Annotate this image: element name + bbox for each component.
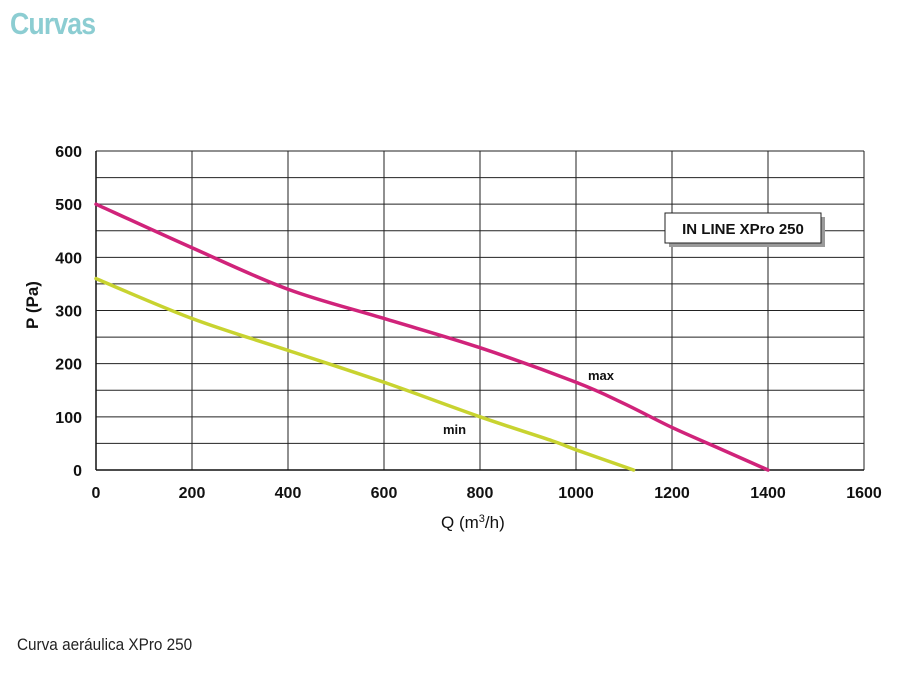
x-tick-label: 200	[179, 485, 206, 502]
y-tick-label: 500	[55, 197, 82, 214]
chart-grid	[95, 150, 865, 471]
series-label-min: min	[443, 422, 466, 437]
legend-box: IN LINE XPro 250	[664, 212, 825, 247]
series-line-min	[94, 276, 636, 472]
y-tick-label: 200	[55, 357, 82, 374]
x-axis-label-end: /h)	[485, 513, 505, 532]
figure-caption: Curva aeráulica XPro 250	[17, 635, 193, 654]
page-title: Curvas	[10, 6, 96, 41]
x-axis-label: Q (m3/h)	[441, 513, 505, 532]
x-axis-label-main: Q (m	[441, 513, 479, 532]
x-tick-label: 600	[371, 485, 398, 502]
x-axis-label-sup: 3	[479, 513, 485, 525]
y-tick-label: 300	[55, 304, 82, 321]
x-tick-label: 1600	[846, 485, 882, 502]
x-tick-label: 1200	[654, 485, 690, 502]
series-line-max	[94, 202, 770, 472]
legend-box-label: IN LINE XPro 250	[682, 221, 804, 238]
x-tick-label: 0	[92, 485, 101, 502]
y-axis-label: P (Pa)	[23, 281, 42, 329]
x-tick-label: 1400	[750, 485, 786, 502]
series-label-max: max	[588, 368, 615, 383]
chart-ticks: 0 200 400 600 800 1000 1200 1400 1600 0 100 200 300 4…	[55, 144, 882, 502]
y-tick-label: 0	[73, 463, 82, 480]
x-tick-label: 800	[467, 485, 494, 502]
y-tick-label: 600	[55, 144, 82, 161]
y-tick-label: 100	[55, 410, 82, 427]
chart-series	[94, 202, 770, 472]
x-tick-label: 400	[275, 485, 302, 502]
y-tick-label: 400	[55, 250, 82, 267]
x-tick-label: 1000	[558, 485, 594, 502]
